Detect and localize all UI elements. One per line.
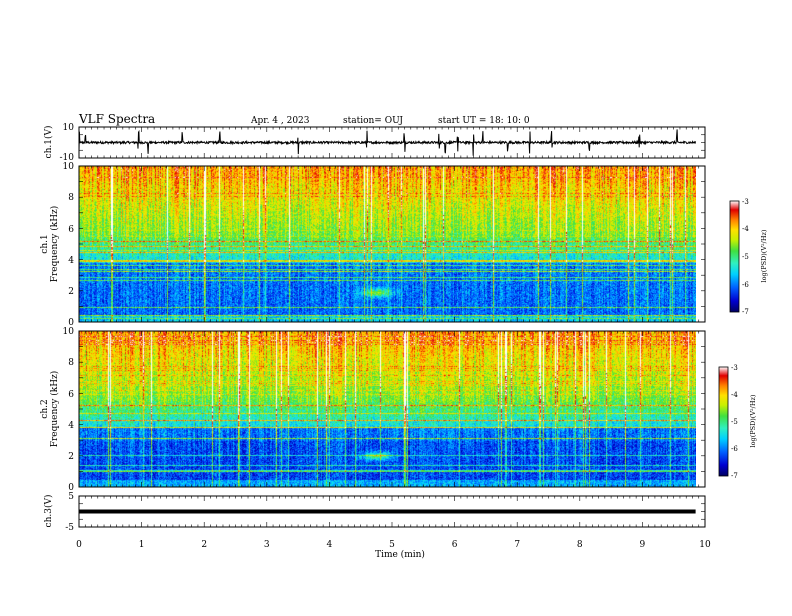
ch1-spectrogram-ticks	[78, 165, 706, 323]
x-tick-label: 0	[76, 540, 82, 550]
ch1-cb-tick-3: -3	[742, 198, 749, 206]
ch1-spectrogram-ylabel: ch.1	[40, 234, 50, 253]
ch2-spectrogram-image	[79, 331, 696, 487]
ch2-ytick-6: 6	[68, 390, 74, 400]
ch2-cb-tick-4: -4	[731, 391, 738, 399]
x-tick-label: 8	[577, 540, 583, 550]
ch2-ytick-0: 0	[68, 483, 74, 493]
ch1-ytick-top: 10	[63, 123, 75, 133]
ch1-colorbar-gradient	[729, 200, 740, 313]
ch2-ytick-2: 2	[68, 452, 74, 462]
ch1-ytick-8: 8	[68, 193, 74, 203]
ch1-cb-tick-6: -6	[742, 281, 749, 289]
ch3-ytick-bottom: -5	[65, 523, 74, 533]
ch2-cb-tick-5: -5	[731, 418, 738, 426]
x-tick-label: 2	[201, 540, 207, 550]
ch2-spectrogram-ylabel: ch.2	[40, 399, 50, 418]
header-station: station= OUJ	[343, 116, 403, 126]
ch2-colorbar-label: log(PSD)(V²/Hz)	[749, 394, 757, 447]
ch2-ytick-4: 4	[68, 421, 74, 431]
ch1-spectrogram-panel: 0 2 4 6 8 10 ch.1 Frequency (kHz)	[40, 162, 706, 328]
ch2-colorbar-gradient	[718, 366, 729, 477]
ch2-frequency-label: Frequency (kHz)	[49, 371, 60, 448]
ch1-cb-tick-4: -4	[742, 225, 749, 233]
ch2-cb-tick-6: -6	[731, 445, 738, 453]
ch1-waveform-ylabel: ch.1(V)	[43, 126, 54, 159]
x-tick-label: 1	[139, 540, 145, 550]
ch1-waveform-panel: 10 -10 ch.1(V)	[43, 123, 706, 163]
ch1-ytick-bottom: -10	[60, 153, 75, 163]
ch1-colorbar: -3 -4 -5 -6 -7 log(PSD)(V²/Hz)	[729, 198, 768, 316]
ch2-ytick-8: 8	[68, 358, 74, 368]
ch3-waveform-panel: 5 -5 ch.3(V) 0 1 2 3 4 5 6 7 8 9 10 Time (min)	[43, 492, 711, 560]
ch1-waveform-trace	[78, 129, 697, 156]
ch2-cb-tick-7: -7	[731, 472, 738, 480]
ch2-cb-tick-3: -3	[731, 364, 738, 372]
ch2-spectrogram-ticks	[78, 330, 706, 488]
ch1-ytick-4: 4	[68, 256, 74, 266]
ch1-ytick-2: 2	[68, 287, 74, 297]
x-tick-label: 4	[327, 540, 333, 550]
header-start-time: start UT = 18: 10: 0	[438, 116, 530, 126]
x-tick-label: 5	[389, 540, 395, 550]
ch1-frequency-label: Frequency (kHz)	[49, 206, 60, 283]
ch1-ytick-0: 0	[68, 318, 74, 328]
x-tick-label: 7	[514, 540, 520, 550]
ch1-ytick-10: 10	[63, 162, 75, 172]
x-tick-label: 9	[640, 540, 646, 550]
ch1-cb-tick-7: -7	[742, 308, 749, 316]
time-axis-label: Time (min)	[375, 549, 425, 560]
ch2-ytick-10: 10	[63, 327, 75, 337]
x-tick-label: 10	[699, 540, 711, 550]
ch1-cb-tick-5: -5	[742, 253, 749, 261]
x-tick-label: 3	[264, 540, 270, 550]
ch2-spectrogram-panel: 0 2 4 6 8 10 ch.2 Frequency (kHz)	[40, 327, 706, 493]
ch3-waveform-ylabel: ch.3(V)	[43, 495, 54, 528]
figure-title: VLF Spectra	[78, 112, 155, 126]
ch2-colorbar: -3 -4 -5 -6 -7 log(PSD)(V²/Hz)	[718, 364, 757, 480]
ch1-waveform-ticks	[78, 126, 706, 159]
ch1-colorbar-label: log(PSD)(V²/Hz)	[760, 229, 768, 282]
ch3-waveform-ticks	[78, 495, 706, 528]
x-tick-label: 6	[452, 540, 458, 550]
ch1-spectrogram-image	[79, 166, 696, 322]
ch1-ytick-6: 6	[68, 225, 74, 235]
time-axis-tick-labels: 0 1 2 3 4 5 6 7 8 9 10	[76, 540, 711, 550]
header-date: Apr. 4 , 2023	[250, 116, 310, 126]
ch3-ytick-top: 5	[68, 492, 74, 502]
